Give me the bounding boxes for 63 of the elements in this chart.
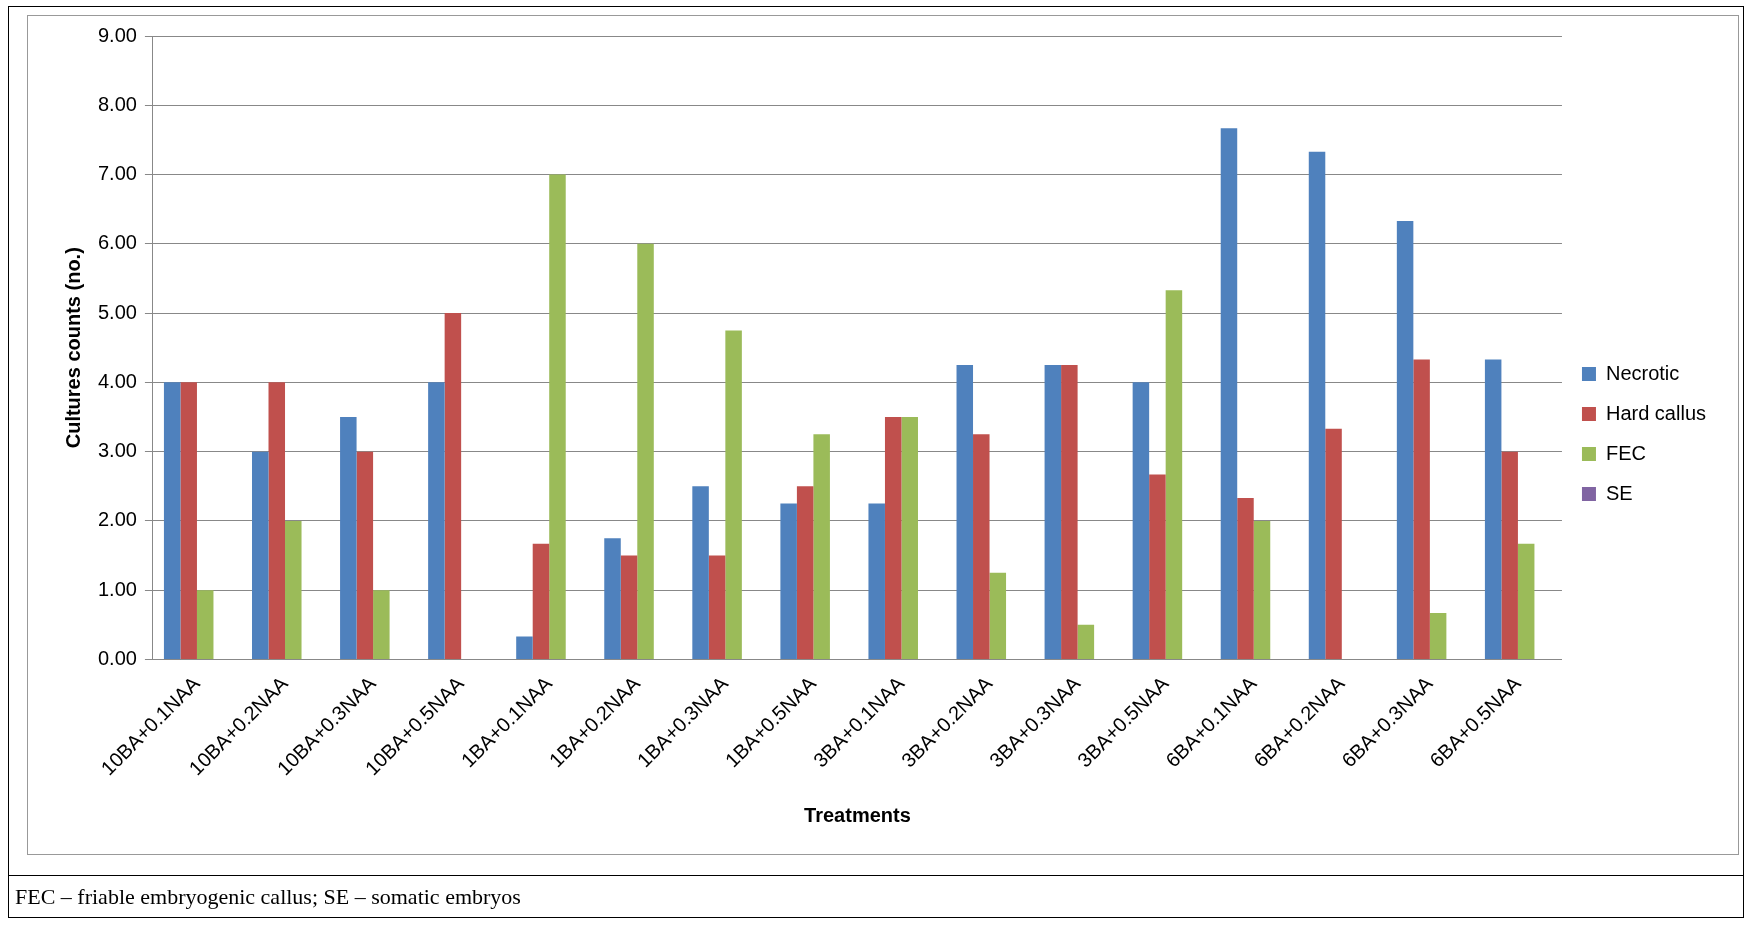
bar [1149, 474, 1166, 659]
bar [1325, 428, 1342, 659]
bar [1429, 613, 1447, 659]
bar [1396, 220, 1414, 659]
bar [428, 382, 445, 659]
y-tick-label: 2.00 [97, 508, 137, 531]
legend-label: FEC [1605, 441, 1646, 464]
bar [1044, 365, 1062, 659]
y-tick-label: 5.00 [97, 300, 137, 323]
text: FEC – friable embryogenic callus; SE – somatic embryos [9, 875, 1743, 918]
y-tick-label: 0.00 [97, 646, 137, 669]
bar [1308, 151, 1326, 659]
bar [196, 590, 214, 659]
bar [1132, 382, 1150, 659]
bar [1061, 365, 1078, 659]
bar [1220, 128, 1238, 659]
bar [516, 636, 533, 659]
legend-label: SE [1605, 481, 1633, 504]
y-tick-label: 8.00 [97, 92, 137, 115]
bar [637, 243, 654, 659]
bar [1253, 520, 1271, 659]
bar [252, 451, 269, 659]
bar [532, 543, 550, 659]
bar [549, 174, 566, 659]
bar [796, 486, 814, 659]
bar [180, 382, 197, 659]
bar [373, 590, 390, 659]
legend-label: Hard callus [1605, 401, 1707, 424]
bar [1517, 543, 1535, 659]
bar [1501, 451, 1518, 659]
bar [868, 503, 885, 659]
bar [884, 416, 902, 659]
bar [1077, 624, 1095, 659]
bar [956, 365, 974, 659]
bar [356, 451, 374, 659]
y-tick-label: 7.00 [97, 162, 137, 185]
bar [268, 382, 286, 659]
legend-label: Necrotic [1605, 361, 1680, 384]
bar [973, 434, 990, 659]
bar [1413, 359, 1430, 659]
y-tick-label: 6.00 [97, 231, 137, 254]
y-tick-label: 4.00 [97, 369, 137, 392]
bar [340, 416, 357, 659]
y-axis-title: Cultures counts (no.) [61, 247, 84, 449]
bar [901, 416, 918, 659]
bar [1484, 359, 1502, 659]
bar [692, 486, 709, 659]
bar [285, 520, 302, 659]
y-tick-label: 3.00 [97, 439, 137, 462]
bar [780, 503, 797, 659]
y-tick-label: 1.00 [97, 577, 137, 600]
bar [725, 330, 742, 659]
bar [444, 313, 462, 659]
bar [813, 434, 830, 659]
x-axis-title: Treatments [804, 803, 911, 826]
bar [604, 538, 621, 659]
bar [708, 555, 726, 659]
bar [1165, 290, 1183, 659]
bar [620, 555, 638, 659]
y-tick-label: 9.00 [97, 23, 137, 46]
bar [989, 572, 1007, 659]
bar [1237, 498, 1254, 659]
bar [163, 382, 181, 659]
